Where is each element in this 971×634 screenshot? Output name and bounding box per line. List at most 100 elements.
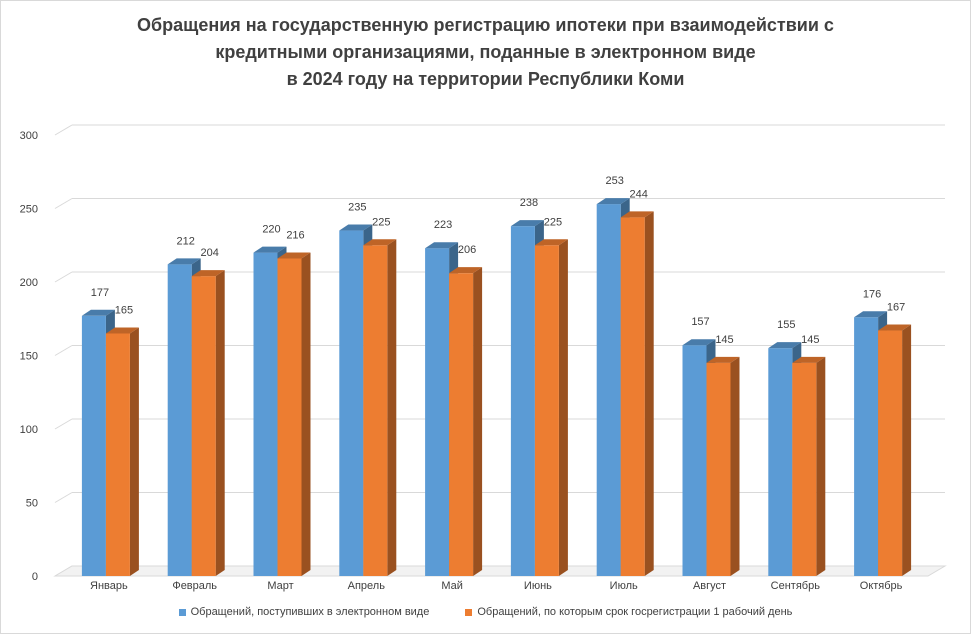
bar-side-9-1 (902, 324, 912, 576)
bar-5-1 (534, 245, 559, 576)
x-tick-label-3: Апрель (348, 580, 386, 592)
bar-7-0 (682, 345, 707, 576)
bar-side-4-1 (473, 267, 483, 576)
data-label-0-0: 177 (91, 287, 109, 299)
bar-8-0 (768, 348, 793, 576)
gridline-depth-1 (54, 492, 73, 503)
chart-title-line-3: в 2024 году на территории Республики Ком… (286, 69, 685, 89)
chart-legend: Обращений, поступивших в электронном вид… (0, 606, 971, 618)
bar-4-0 (425, 248, 450, 576)
legend-label-series-1: Обращений, поступивших в электронном вид… (190, 606, 430, 618)
bar-2-0 (253, 252, 278, 576)
x-tick-label-2: Март (267, 580, 293, 592)
bar-top-8-1 (792, 356, 826, 363)
data-label-4-1: 206 (458, 244, 476, 256)
data-label-4-0: 223 (434, 219, 452, 231)
legend-swatch-series-1 (178, 608, 186, 616)
y-tick-label-3: 150 (20, 351, 38, 363)
x-tick-label-8: Сентябрь (771, 580, 821, 592)
bar-top-5-0 (510, 220, 544, 227)
bar-top-9-1 (878, 324, 912, 331)
y-tick-label-4: 200 (20, 277, 38, 289)
data-label-9-1: 167 (887, 302, 905, 314)
bar-top-0-0 (81, 309, 115, 316)
bar-top-7-0 (682, 339, 716, 346)
gridline-depth-2 (54, 418, 73, 430)
data-label-2-0: 220 (262, 224, 280, 236)
gridline-depth-3 (54, 345, 73, 356)
x-tick-label-6: Июль (610, 580, 638, 592)
gridline-depth-6 (54, 124, 73, 136)
bar-top-2-1 (277, 252, 311, 259)
x-tick-label-7: Август (693, 580, 726, 592)
bar-top-4-1 (449, 267, 483, 274)
bar-top-6-1 (620, 211, 654, 218)
y-tick-label-2: 100 (20, 424, 38, 436)
bar-top-5-1 (534, 239, 568, 246)
data-label-8-1: 145 (801, 334, 819, 346)
data-label-6-1: 244 (630, 188, 648, 200)
data-label-5-1: 225 (544, 216, 562, 228)
bar-side-5-1 (558, 239, 568, 576)
bar-top-4-0 (425, 242, 459, 249)
bar-0-1 (105, 333, 130, 576)
bar-1-0 (167, 264, 192, 576)
bar-top-3-0 (339, 224, 373, 231)
gridline-depth-4 (54, 271, 73, 283)
data-label-5-0: 238 (520, 197, 538, 209)
bar-8-1 (792, 362, 817, 576)
y-tick-label-0: 0 (32, 571, 38, 583)
bar-top-9-0 (854, 311, 888, 318)
bar-side-3-1 (387, 239, 397, 576)
bar-side-1-1 (215, 270, 225, 576)
bar-6-1 (620, 217, 645, 576)
data-label-9-0: 176 (863, 288, 881, 300)
y-tick-label-6: 300 (20, 130, 38, 142)
x-tick-label-4: Май (441, 580, 463, 592)
bar-1-1 (191, 276, 216, 576)
legend-label-series-2: Обращений, по которым срок госрегистраци… (477, 606, 793, 618)
bar-top-7-1 (706, 356, 740, 363)
legend-swatch-series-2 (465, 608, 473, 616)
bar-side-8-1 (816, 356, 826, 576)
chart-title-line-1: Обращения на государственную регистрацию… (137, 15, 834, 35)
x-tick-label-9: Октябрь (860, 580, 903, 592)
data-label-7-1: 145 (715, 334, 733, 346)
data-label-0-1: 165 (115, 304, 133, 316)
bar-side-7-1 (730, 356, 740, 576)
data-label-3-1: 225 (372, 216, 390, 228)
bar-5-0 (510, 226, 535, 576)
bar-top-3-1 (363, 239, 397, 246)
bar-top-2-0 (253, 246, 287, 253)
bar-side-6-1 (644, 211, 654, 576)
bar-top-6-0 (596, 198, 630, 205)
data-label-7-0: 157 (691, 316, 709, 328)
bar-9-1 (878, 330, 903, 576)
x-tick-label-1: Февраль (172, 580, 217, 592)
y-tick-label-1: 50 (26, 498, 38, 510)
bar-top-8-0 (768, 342, 802, 349)
bar-2-1 (277, 258, 302, 576)
x-tick-label-0: Январь (90, 580, 128, 592)
bar-top-0-1 (105, 327, 139, 334)
bar-top-1-0 (167, 258, 201, 265)
bar-6-0 (596, 204, 621, 576)
gridline-depth-5 (54, 198, 73, 209)
bar-top-1-1 (191, 270, 225, 277)
bar-side-0-1 (129, 327, 139, 576)
data-label-8-0: 155 (777, 319, 795, 331)
bar-4-1 (449, 273, 474, 576)
chart-title-line-2: кредитными организациями, поданные в эле… (215, 42, 756, 62)
bar-side-2-1 (301, 252, 311, 577)
bar-3-0 (339, 230, 364, 577)
chart-title: Обращения на государственную регистрацию… (0, 12, 971, 93)
bar-7-1 (706, 362, 731, 576)
data-label-1-1: 204 (201, 247, 219, 259)
data-label-2-1: 216 (286, 229, 304, 241)
legend-item-series-2: Обращений, по которым срок госрегистраци… (465, 606, 792, 618)
data-label-3-0: 235 (348, 202, 366, 214)
bar-9-0 (854, 317, 879, 576)
data-label-1-0: 212 (177, 235, 195, 247)
bar-3-1 (363, 245, 388, 576)
